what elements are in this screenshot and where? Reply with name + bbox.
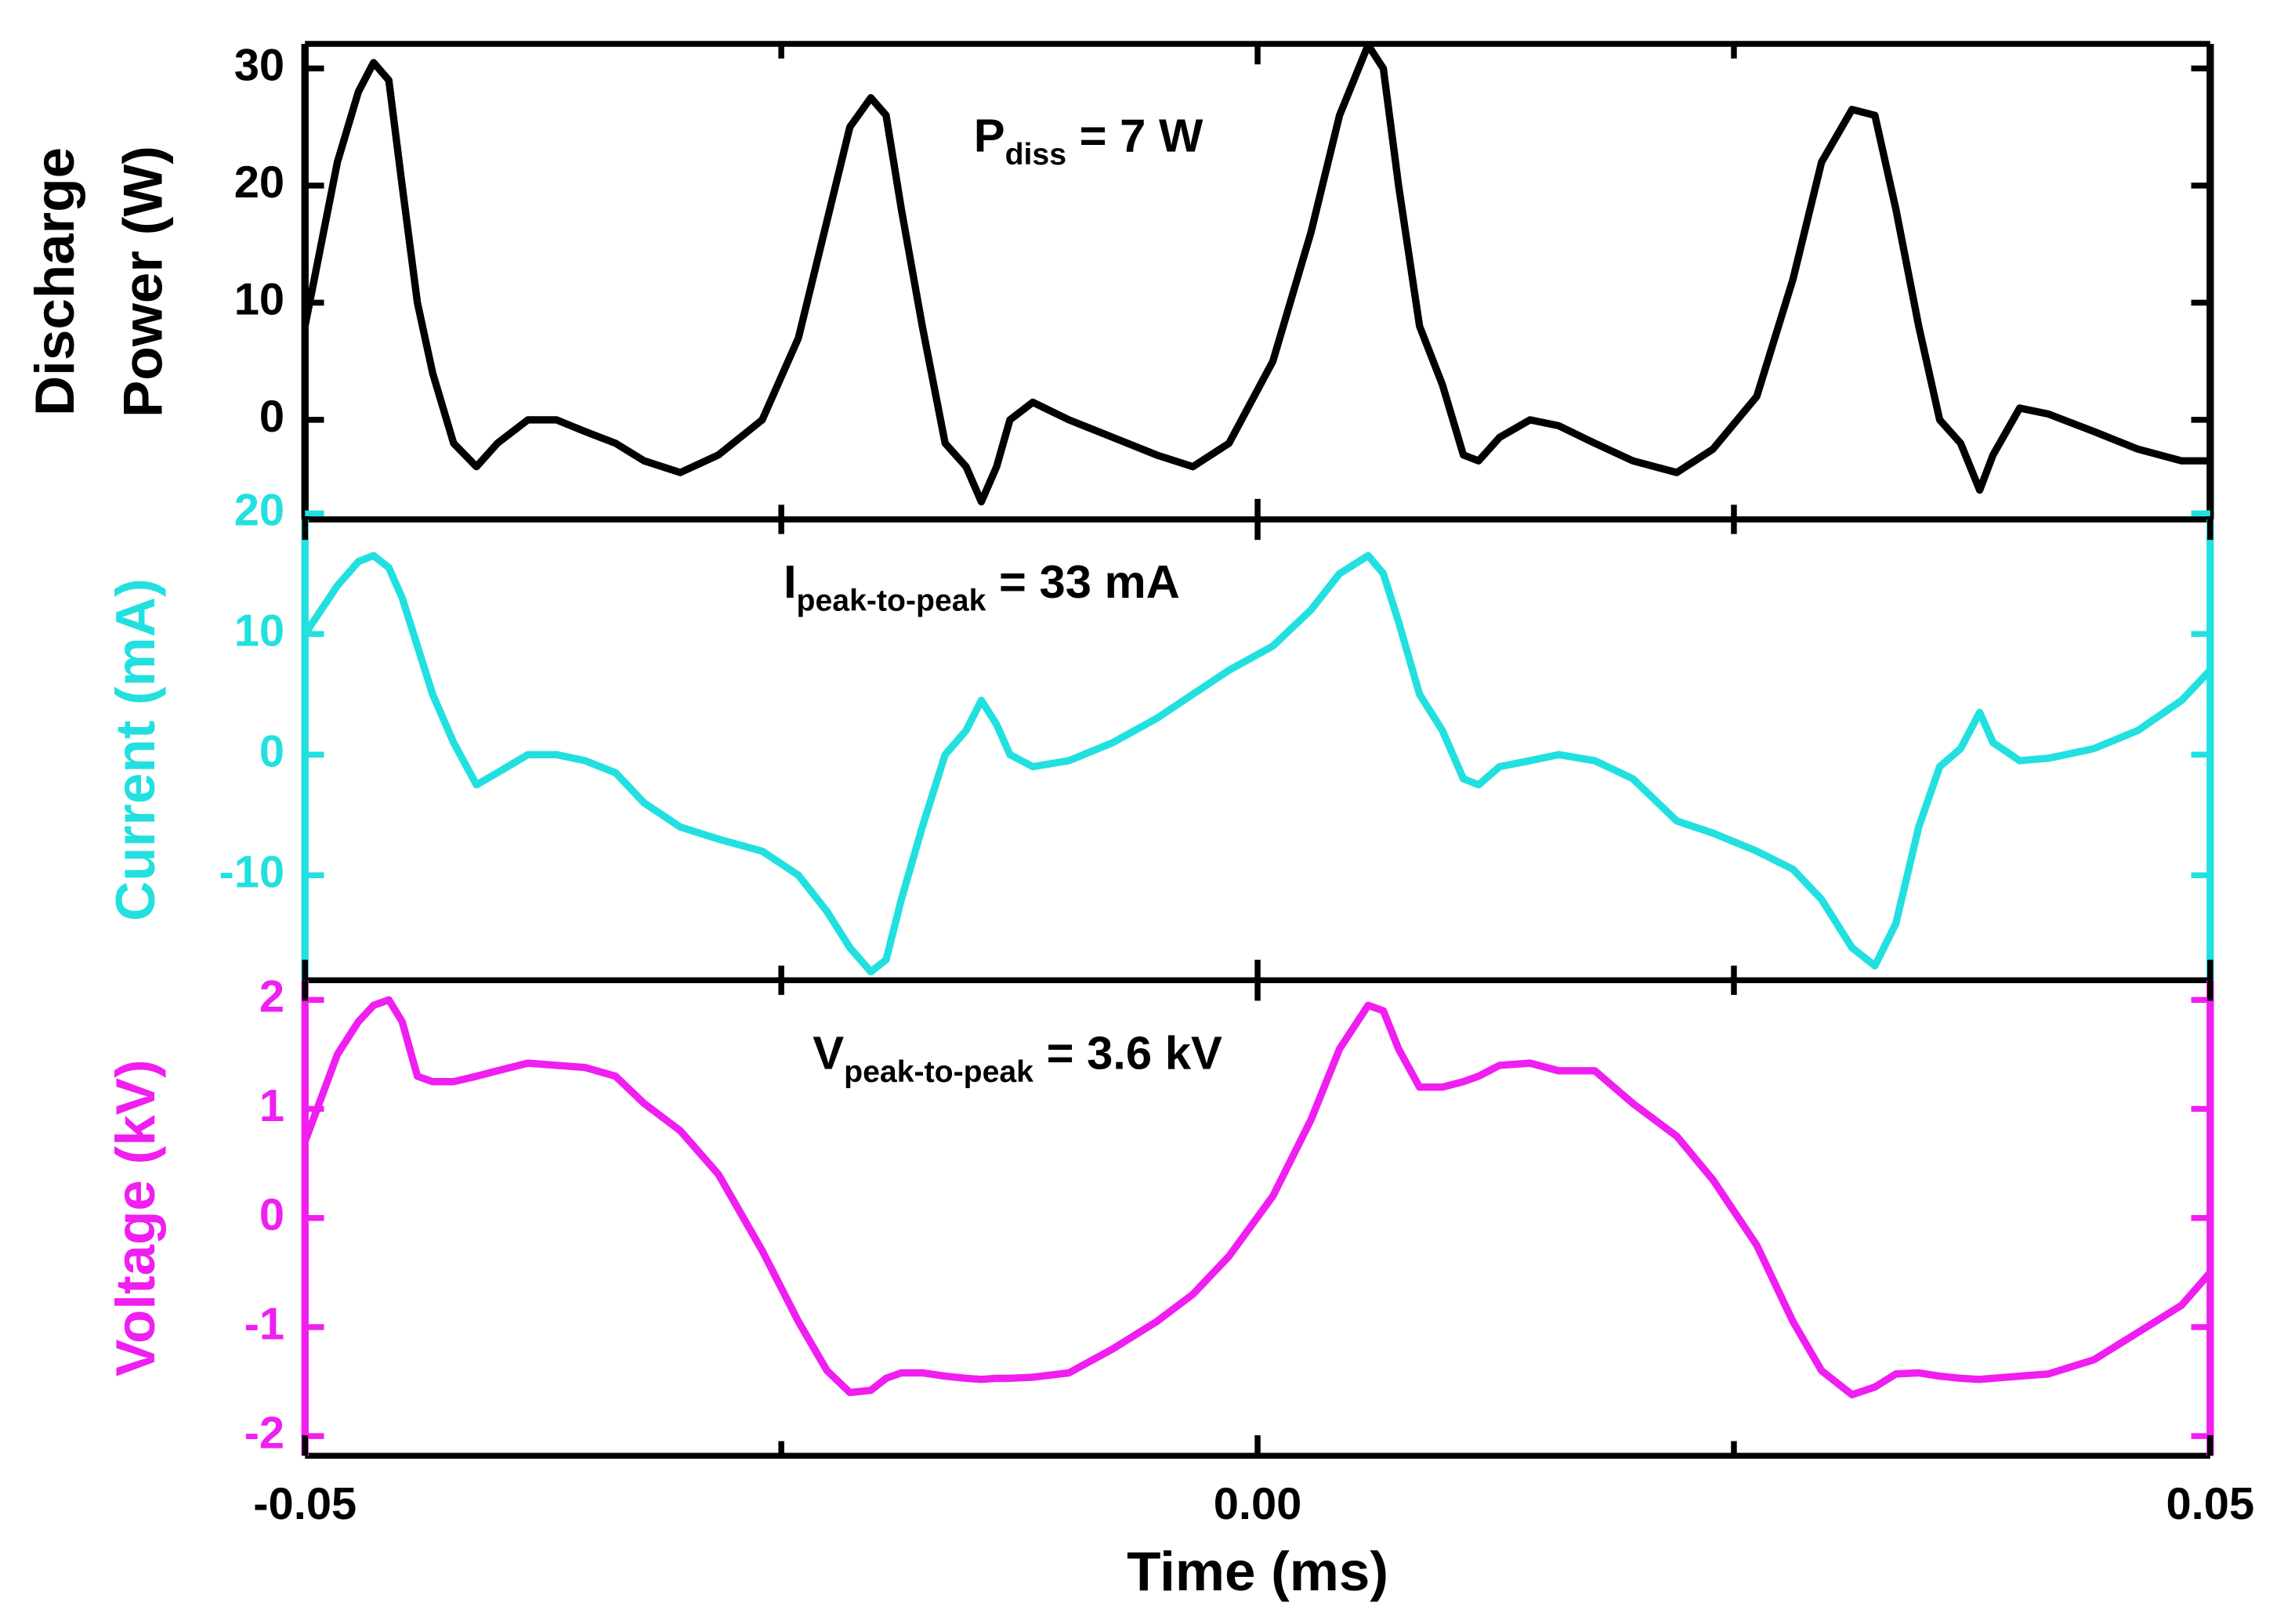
y-tick-label: 20 — [234, 157, 284, 208]
annotation-subscript: diss — [1005, 138, 1066, 172]
annotation-rest: = 7 W — [1066, 109, 1204, 161]
y-axis-label: Discharge — [24, 147, 86, 416]
data-line — [302, 552, 2213, 976]
annotation-subscript: peak-to-peak — [844, 1055, 1033, 1089]
annotation-main: I — [784, 555, 797, 608]
x-tick-label: 0.00 — [1214, 1479, 1302, 1529]
x-tick-label: 0.05 — [2166, 1479, 2254, 1529]
y-tick-label: -10 — [219, 848, 284, 898]
annotation: Vpeak-to-peak = 3.6 kV — [813, 1026, 1222, 1089]
annotation-rest: = 3.6 kV — [1033, 1026, 1222, 1079]
annotation-subscript: peak-to-peak — [797, 584, 986, 618]
y-tick-label: 0 — [259, 1190, 284, 1240]
annotation-rest: = 33 mA — [986, 555, 1179, 608]
y-tick-label: 10 — [234, 606, 284, 656]
data-line — [301, 996, 2213, 1398]
y-tick-label: 20 — [234, 486, 284, 536]
y-tick-label: -1 — [244, 1299, 284, 1349]
annotation-main: V — [813, 1026, 844, 1079]
y-axis-label: Current (mA) — [105, 578, 167, 921]
y-axis-label: Voltage (kV) — [105, 1059, 167, 1376]
data-line — [301, 41, 2210, 506]
annotation-main: P — [974, 109, 1005, 161]
y-axis-label: Power (W) — [112, 146, 174, 418]
y-tick-label: 30 — [234, 41, 284, 91]
y-tick-label: -2 — [244, 1408, 284, 1458]
annotation: Ipeak-to-peak = 33 mA — [784, 555, 1180, 618]
y-tick-label: 1 — [259, 1081, 284, 1131]
y-tick-label: 2 — [259, 972, 284, 1022]
y-tick-label: 0 — [259, 727, 284, 777]
x-tick-label: -0.05 — [253, 1479, 357, 1529]
x-axis-label: Time (ms) — [1127, 1541, 1388, 1603]
y-tick-label: 10 — [234, 275, 284, 325]
y-tick-label: 0 — [259, 392, 284, 442]
annotation: Pdiss = 7 W — [974, 109, 1204, 172]
